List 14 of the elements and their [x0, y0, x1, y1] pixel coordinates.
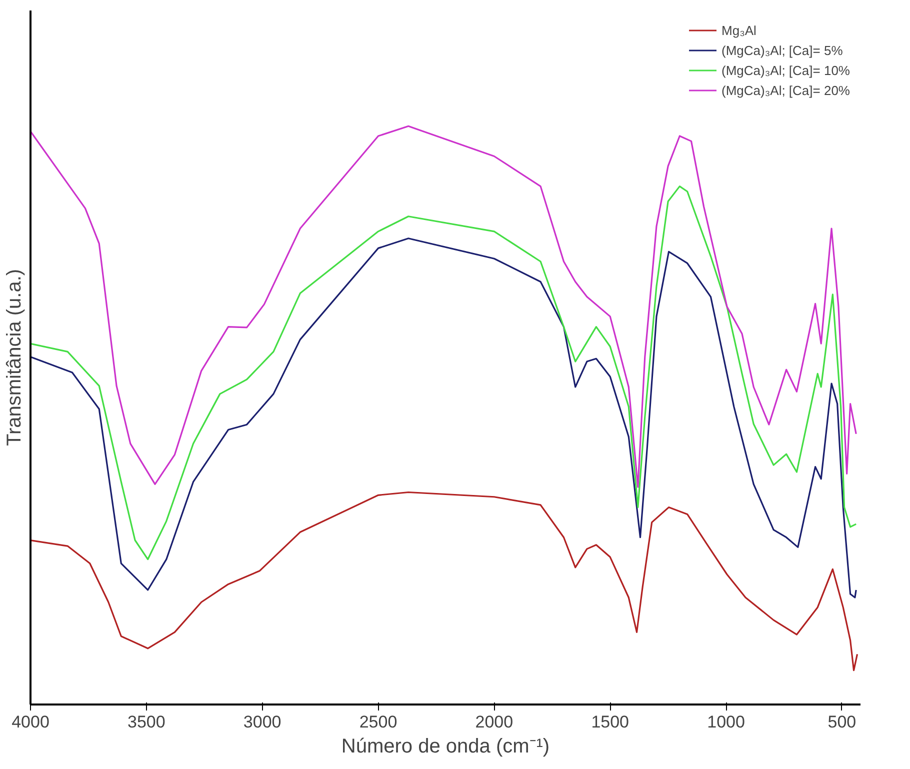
legend-label: (MgCa)₃Al; [Ca]= 5% [722, 42, 843, 58]
x-tick-label: 2500 [359, 712, 398, 732]
x-tick-label: 2000 [475, 712, 514, 732]
x-tick-label: 3500 [128, 712, 166, 732]
x-tick-label: 4000 [12, 712, 50, 732]
y-axis-title: Transmitância (u.a.) [4, 268, 26, 446]
legend-label: Mg₃Al [722, 22, 756, 38]
x-tick-label: 1000 [707, 712, 745, 732]
x-tick-label: 1500 [591, 712, 630, 732]
x-axis-title: Número de onda (cm⁻¹) [341, 736, 550, 758]
legend-label: (MgCa)₃Al; [Ca]= 20% [722, 82, 850, 98]
legend-label: (MgCa)₃Al; [Ca]= 10% [722, 62, 850, 78]
x-tick-label: 500 [828, 712, 856, 732]
x-tick-label: 3000 [243, 712, 282, 732]
